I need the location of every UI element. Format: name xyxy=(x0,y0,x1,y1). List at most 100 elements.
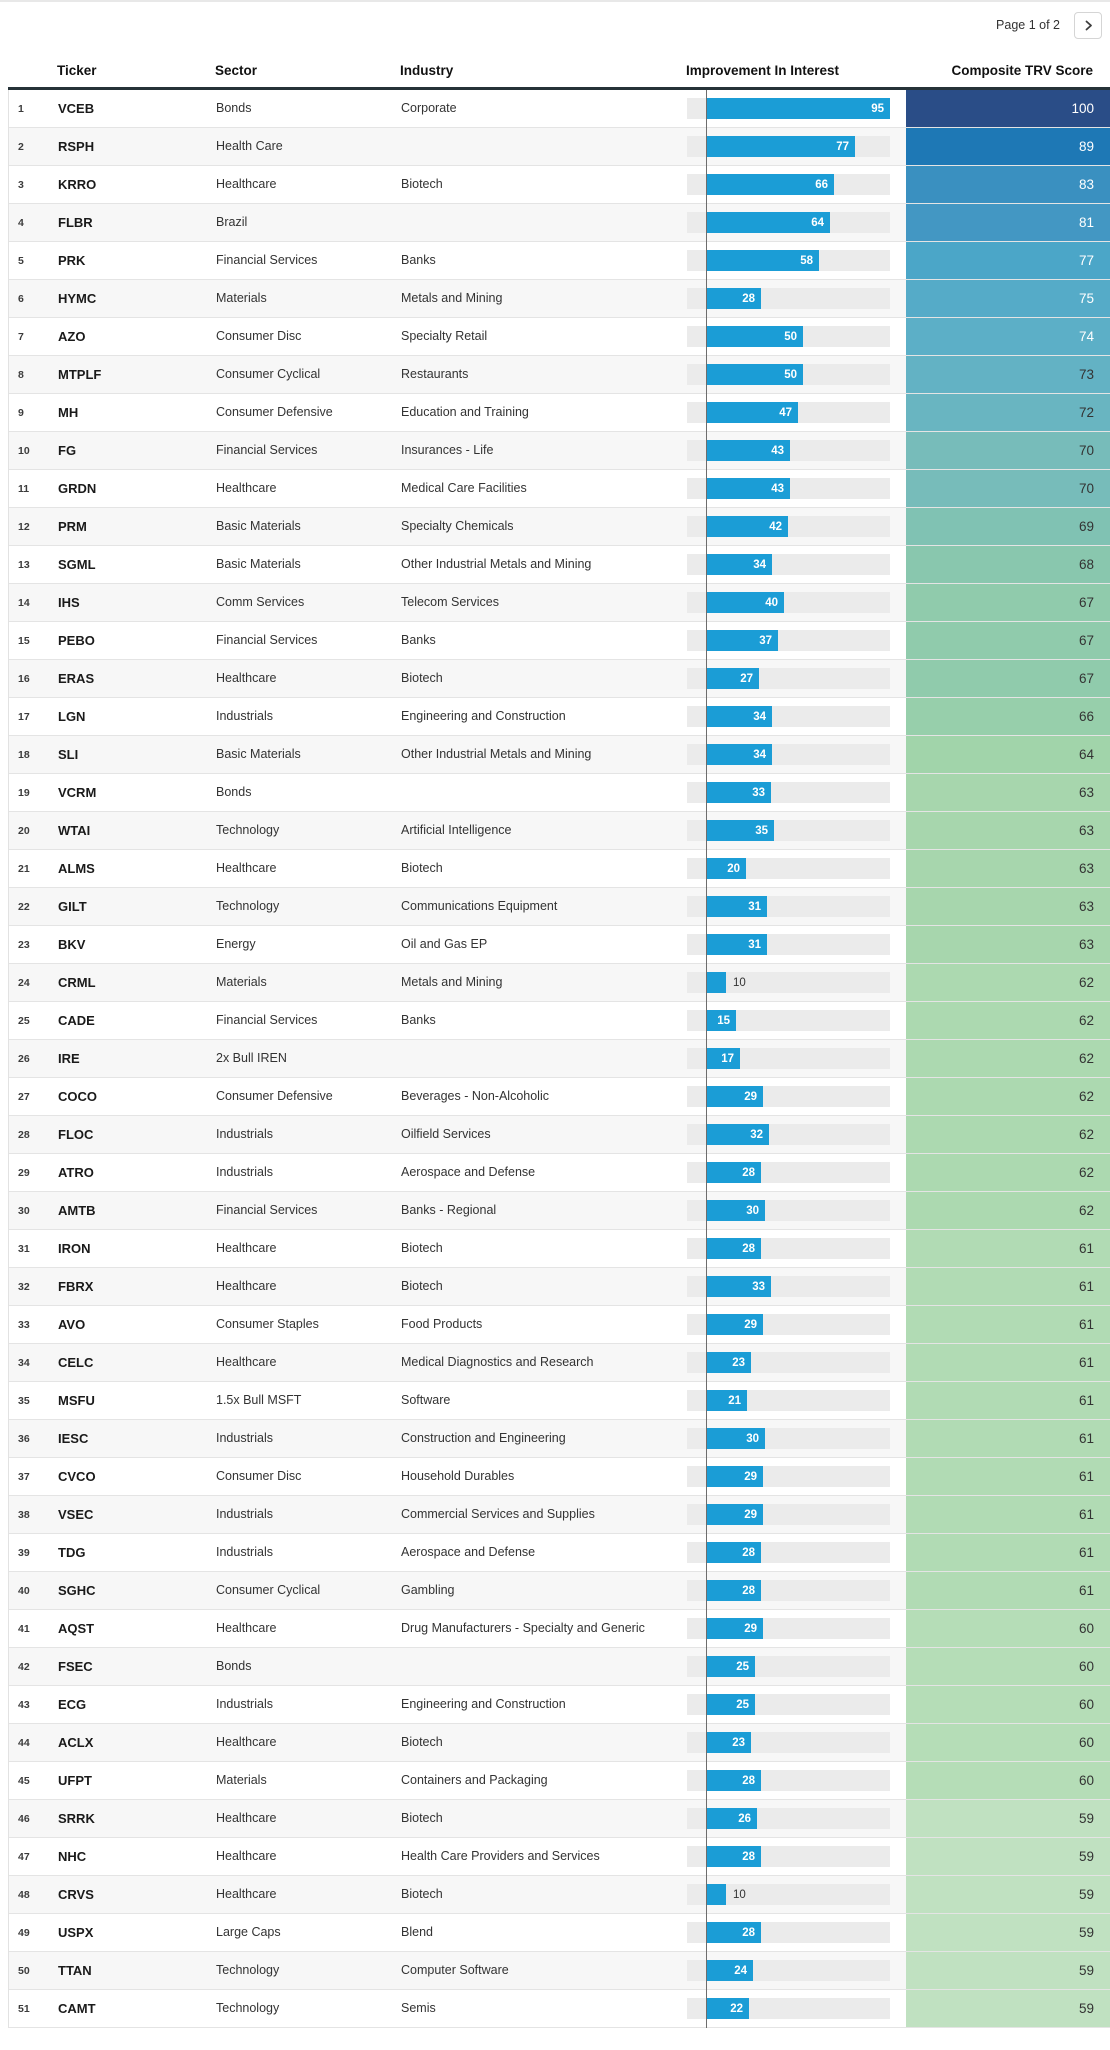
table-row[interactable]: 50 TTAN Technology Computer Software 24 … xyxy=(9,1952,1110,1990)
table-row[interactable]: 30 AMTB Financial Services Banks - Regio… xyxy=(9,1192,1110,1230)
ticker-cell[interactable]: NHC xyxy=(58,1849,87,1864)
table-row[interactable]: 6 HYMC Materials Metals and Mining 28 75 xyxy=(9,280,1110,318)
ticker-cell[interactable]: ACLX xyxy=(58,1735,94,1750)
ticker-cell[interactable]: AMTB xyxy=(58,1203,96,1218)
table-row[interactable]: 34 CELC Healthcare Medical Diagnostics a… xyxy=(9,1344,1110,1382)
ticker-cell[interactable]: ATRO xyxy=(58,1165,94,1180)
header-improvement-in-interest[interactable]: Improvement In Interest xyxy=(686,63,840,78)
ticker-cell[interactable]: IESC xyxy=(58,1431,89,1446)
table-row[interactable]: 28 FLOC Industrials Oilfield Services 32… xyxy=(9,1116,1110,1154)
ticker-cell[interactable]: TTAN xyxy=(58,1963,92,1978)
table-row[interactable]: 32 FBRX Healthcare Biotech 33 61 xyxy=(9,1268,1110,1306)
ticker-cell[interactable]: ECG xyxy=(58,1697,87,1712)
table-row[interactable]: 22 GILT Technology Communications Equipm… xyxy=(9,888,1110,926)
ticker-cell[interactable]: FLOC xyxy=(58,1127,94,1142)
ticker-cell[interactable]: MSFU xyxy=(58,1393,95,1408)
ticker-cell[interactable]: IRON xyxy=(58,1241,91,1256)
ticker-cell[interactable]: COCO xyxy=(58,1089,97,1104)
table-row[interactable]: 25 CADE Financial Services Banks 15 62 xyxy=(9,1002,1110,1040)
header-industry[interactable]: Industry xyxy=(400,63,454,78)
ticker-cell[interactable]: GILT xyxy=(58,899,87,914)
ticker-cell[interactable]: LGN xyxy=(58,709,86,724)
table-row[interactable]: 46 SRRK Healthcare Biotech 26 59 xyxy=(9,1800,1110,1838)
ticker-cell[interactable]: USPX xyxy=(58,1925,94,1940)
table-row[interactable]: 12 PRM Basic Materials Specialty Chemica… xyxy=(9,508,1110,546)
table-row[interactable]: 40 SGHC Consumer Cyclical Gambling 28 61 xyxy=(9,1572,1110,1610)
table-row[interactable]: 47 NHC Healthcare Health Care Providers … xyxy=(9,1838,1110,1876)
ticker-cell[interactable]: AZO xyxy=(58,329,86,344)
table-row[interactable]: 44 ACLX Healthcare Biotech 23 60 xyxy=(9,1724,1110,1762)
table-row[interactable]: 13 SGML Basic Materials Other Industrial… xyxy=(9,546,1110,584)
ticker-cell[interactable]: ERAS xyxy=(58,671,95,686)
ticker-cell[interactable]: SLI xyxy=(58,747,79,762)
table-row[interactable]: 3 KRRO Healthcare Biotech 66 83 xyxy=(9,166,1110,204)
table-row[interactable]: 51 CAMT Technology Semis 22 59 xyxy=(9,1990,1110,2028)
header-ticker[interactable]: Ticker xyxy=(57,63,97,78)
ticker-cell[interactable]: FSEC xyxy=(58,1659,93,1674)
ticker-cell[interactable]: FG xyxy=(58,443,77,458)
next-page-button[interactable] xyxy=(1074,11,1102,39)
table-row[interactable]: 1 VCEB Bonds Corporate 95 100 xyxy=(9,90,1110,128)
table-row[interactable]: 11 GRDN Healthcare Medical Care Faciliti… xyxy=(9,470,1110,508)
header-sector[interactable]: Sector xyxy=(215,63,258,78)
table-row[interactable]: 14 IHS Comm Services Telecom Services 40… xyxy=(9,584,1110,622)
ticker-cell[interactable]: SRRK xyxy=(58,1811,95,1826)
ticker-cell[interactable]: VCEB xyxy=(58,101,95,116)
ticker-cell[interactable]: CAMT xyxy=(58,2001,96,2016)
ticker-cell[interactable]: BKV xyxy=(58,937,86,952)
table-row[interactable]: 27 COCO Consumer Defensive Beverages - N… xyxy=(9,1078,1110,1116)
table-row[interactable]: 37 CVCO Consumer Disc Household Durables… xyxy=(9,1458,1110,1496)
ticker-cell[interactable]: FBRX xyxy=(58,1279,94,1294)
ticker-cell[interactable]: GRDN xyxy=(58,481,97,496)
ticker-cell[interactable]: KRRO xyxy=(58,177,97,192)
table-row[interactable]: 20 WTAI Technology Artificial Intelligen… xyxy=(9,812,1110,850)
table-row[interactable]: 36 IESC Industrials Construction and Eng… xyxy=(9,1420,1110,1458)
table-row[interactable]: 41 AQST Healthcare Drug Manufacturers - … xyxy=(9,1610,1110,1648)
table-row[interactable]: 7 AZO Consumer Disc Specialty Retail 50 … xyxy=(9,318,1110,356)
table-row[interactable]: 23 BKV Energy Oil and Gas EP 31 63 xyxy=(9,926,1110,964)
ticker-cell[interactable]: HYMC xyxy=(58,291,97,306)
ticker-cell[interactable]: MH xyxy=(58,405,79,420)
table-row[interactable]: 26 IRE 2x Bull IREN 17 62 xyxy=(9,1040,1110,1078)
ticker-cell[interactable]: CVCO xyxy=(58,1469,96,1484)
table-row[interactable]: 48 CRVS Healthcare Biotech 10 59 xyxy=(9,1876,1110,1914)
table-row[interactable]: 18 SLI Basic Materials Other Industrial … xyxy=(9,736,1110,774)
table-row[interactable]: 16 ERAS Healthcare Biotech 27 67 xyxy=(9,660,1110,698)
table-row[interactable]: 43 ECG Industrials Engineering and Const… xyxy=(9,1686,1110,1724)
ticker-cell[interactable]: IHS xyxy=(58,595,80,610)
table-row[interactable]: 5 PRK Financial Services Banks 58 77 xyxy=(9,242,1110,280)
table-row[interactable]: 33 AVO Consumer Staples Food Products 29… xyxy=(9,1306,1110,1344)
ticker-cell[interactable]: SGML xyxy=(58,557,96,572)
table-row[interactable]: 17 LGN Industrials Engineering and Const… xyxy=(9,698,1110,736)
ticker-cell[interactable]: SGHC xyxy=(58,1583,96,1598)
ticker-cell[interactable]: PEBO xyxy=(58,633,95,648)
table-row[interactable]: 10 FG Financial Services Insurances - Li… xyxy=(9,432,1110,470)
ticker-cell[interactable]: MTPLF xyxy=(58,367,102,382)
table-row[interactable]: 4 FLBR Brazil 64 81 xyxy=(9,204,1110,242)
ticker-cell[interactable]: ALMS xyxy=(58,861,95,876)
ticker-cell[interactable]: AVO xyxy=(58,1317,86,1332)
table-row[interactable]: 8 MTPLF Consumer Cyclical Restaurants 50… xyxy=(9,356,1110,394)
table-row[interactable]: 45 UFPT Materials Containers and Packagi… xyxy=(9,1762,1110,1800)
ticker-cell[interactable]: IRE xyxy=(58,1051,80,1066)
table-row[interactable]: 19 VCRM Bonds 33 63 xyxy=(9,774,1110,812)
table-row[interactable]: 35 MSFU 1.5x Bull MSFT Software 21 61 xyxy=(9,1382,1110,1420)
table-row[interactable]: 9 MH Consumer Defensive Education and Tr… xyxy=(9,394,1110,432)
table-row[interactable]: 24 CRML Materials Metals and Mining 10 6… xyxy=(9,964,1110,1002)
ticker-cell[interactable]: PRK xyxy=(58,253,86,268)
ticker-cell[interactable]: AQST xyxy=(58,1621,95,1636)
ticker-cell[interactable]: FLBR xyxy=(58,215,93,230)
ticker-cell[interactable]: CADE xyxy=(58,1013,95,1028)
table-row[interactable]: 31 IRON Healthcare Biotech 28 61 xyxy=(9,1230,1110,1268)
table-row[interactable]: 49 USPX Large Caps Blend 28 59 xyxy=(9,1914,1110,1952)
ticker-cell[interactable]: VCRM xyxy=(58,785,97,800)
ticker-cell[interactable]: WTAI xyxy=(58,823,91,838)
ticker-cell[interactable]: UFPT xyxy=(58,1773,92,1788)
table-row[interactable]: 15 PEBO Financial Services Banks 37 67 xyxy=(9,622,1110,660)
ticker-cell[interactable]: PRM xyxy=(58,519,87,534)
ticker-cell[interactable]: CRVS xyxy=(58,1887,94,1902)
ticker-cell[interactable]: RSPH xyxy=(58,139,95,154)
header-composite-trv-score[interactable]: Composite TRV Score xyxy=(951,63,1093,78)
table-row[interactable]: 38 VSEC Industrials Commercial Services … xyxy=(9,1496,1110,1534)
ticker-cell[interactable]: TDG xyxy=(58,1545,86,1560)
